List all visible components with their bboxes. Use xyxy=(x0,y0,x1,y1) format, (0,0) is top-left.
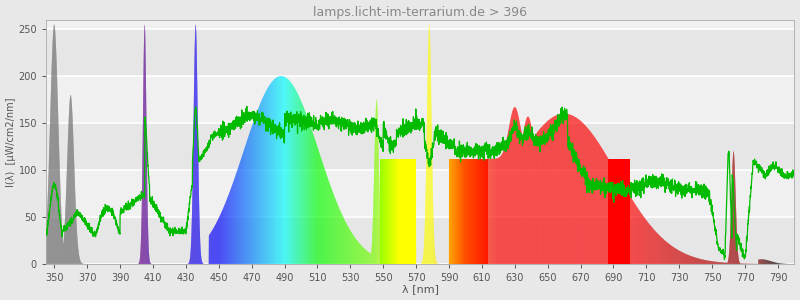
Bar xyxy=(46,217,794,264)
Bar xyxy=(46,29,794,76)
X-axis label: λ [nm]: λ [nm] xyxy=(402,284,438,294)
Title: lamps.licht-im-terrarium.de > 396: lamps.licht-im-terrarium.de > 396 xyxy=(314,6,527,19)
Y-axis label: I(λ)  [μW/cm2/nm]: I(λ) [μW/cm2/nm] xyxy=(6,97,15,187)
Bar xyxy=(46,123,794,170)
